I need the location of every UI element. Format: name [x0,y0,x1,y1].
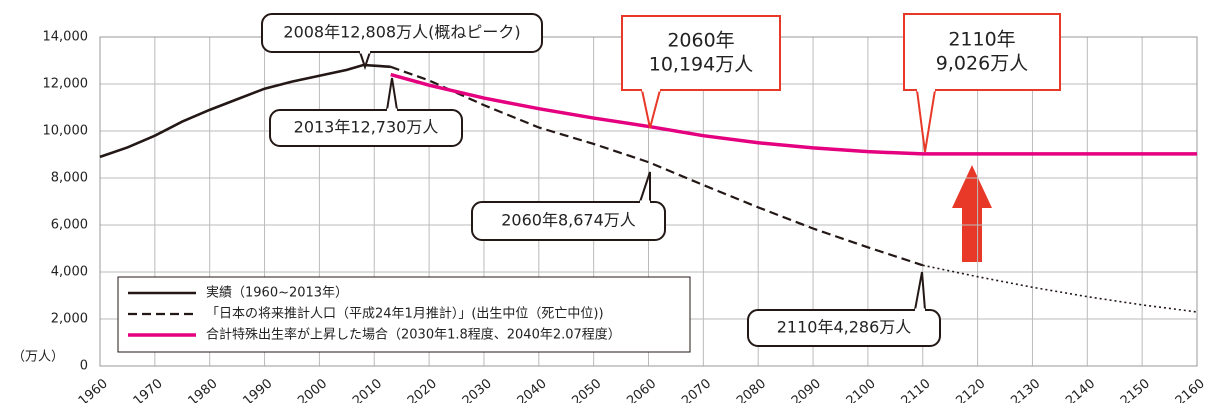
x-tick-label: 2020 [405,376,440,403]
callout-text: 2008年12,808万人(概ねピーク) [283,23,520,42]
x-tick-label: 2030 [460,376,495,403]
x-tick-label: 2160 [1173,376,1208,403]
callout-pointer [638,171,651,203]
callout-box [903,13,1061,91]
callout: 2008年12,808万人(概ねピーク) [261,13,543,71]
callout-text: 2110年 [948,29,1015,51]
callout-pointer [913,271,927,311]
y-tick-label: 14,000 [43,30,89,45]
callout-text: 2060年 [667,30,734,52]
x-tick-label: 2150 [1118,376,1153,403]
x-tick-label: 2010 [350,376,385,403]
x-tick-label: 2080 [734,376,769,403]
legend-label: 合計特殊出生率が上昇した場合（2030年1.8程度、2040年2.07程度） [206,327,621,343]
y-tick-label: 8,000 [51,171,88,186]
series-line [922,264,1198,313]
callout-box [261,13,543,53]
y-tick-label: 6,000 [51,218,88,233]
x-tick-label: 2140 [1063,376,1098,403]
callout-pointer [385,77,399,111]
legend-label: 実績（1960~2013年） [206,285,348,301]
callout-text: 2060年8,674万人 [501,211,636,230]
callout-text: 2110年4,286万人 [777,318,912,337]
x-tick-label: 2060 [624,376,659,403]
callout-box [471,201,666,241]
callout-box [747,309,941,347]
callout-pointer [640,89,662,129]
x-tick-label: 2050 [569,376,604,403]
callout-box [269,109,463,147]
x-tick-label: 2130 [1008,376,1043,403]
y-tick-label: 4,000 [51,265,88,280]
x-tick-label: 1990 [240,376,275,403]
callout: 2110年4,286万人 [747,271,941,347]
callout: 2013年12,730万人 [269,77,463,147]
x-tick-label: 2090 [789,376,824,403]
callout-text: 9,026万人 [936,53,1028,75]
legend-box [117,276,691,353]
x-tick-label: 2110 [899,376,934,403]
callout-box [621,15,781,91]
series-line [390,72,1197,156]
y-tick-label: 2,000 [51,312,88,327]
x-tick-label: 1980 [186,376,221,403]
x-tick-label: 2120 [953,376,988,403]
x-tick-label: 1970 [131,376,166,403]
legend-label: 「日本の将来推計人口（平成24年1月推計）」(出生中位（死亡中位)) [206,306,604,322]
x-tick-label: 2000 [295,376,330,403]
x-tick-label: 1960 [76,376,111,403]
up-arrow [952,165,992,262]
x-tick-label: 2040 [515,376,550,403]
y-tick-label: 10,000 [43,124,89,139]
series-line [99,63,391,159]
callout-text: 2013年12,730万人 [294,118,439,137]
legend: 実績（1960~2013年） 「日本の将来推計人口（平成24年1月推計）」(出生中… [117,276,691,353]
y-tick-label: 12,000 [43,77,89,92]
x-tick-label: 2100 [844,376,879,403]
y-tick-label: 0 [80,359,88,374]
callout: 2060年8,674万人 [471,171,666,241]
x-tick-label: 2070 [679,376,714,403]
callout-pointer [915,89,937,153]
y-unit: （万人） [12,350,64,365]
callout-text: 10,194万人 [649,54,753,76]
